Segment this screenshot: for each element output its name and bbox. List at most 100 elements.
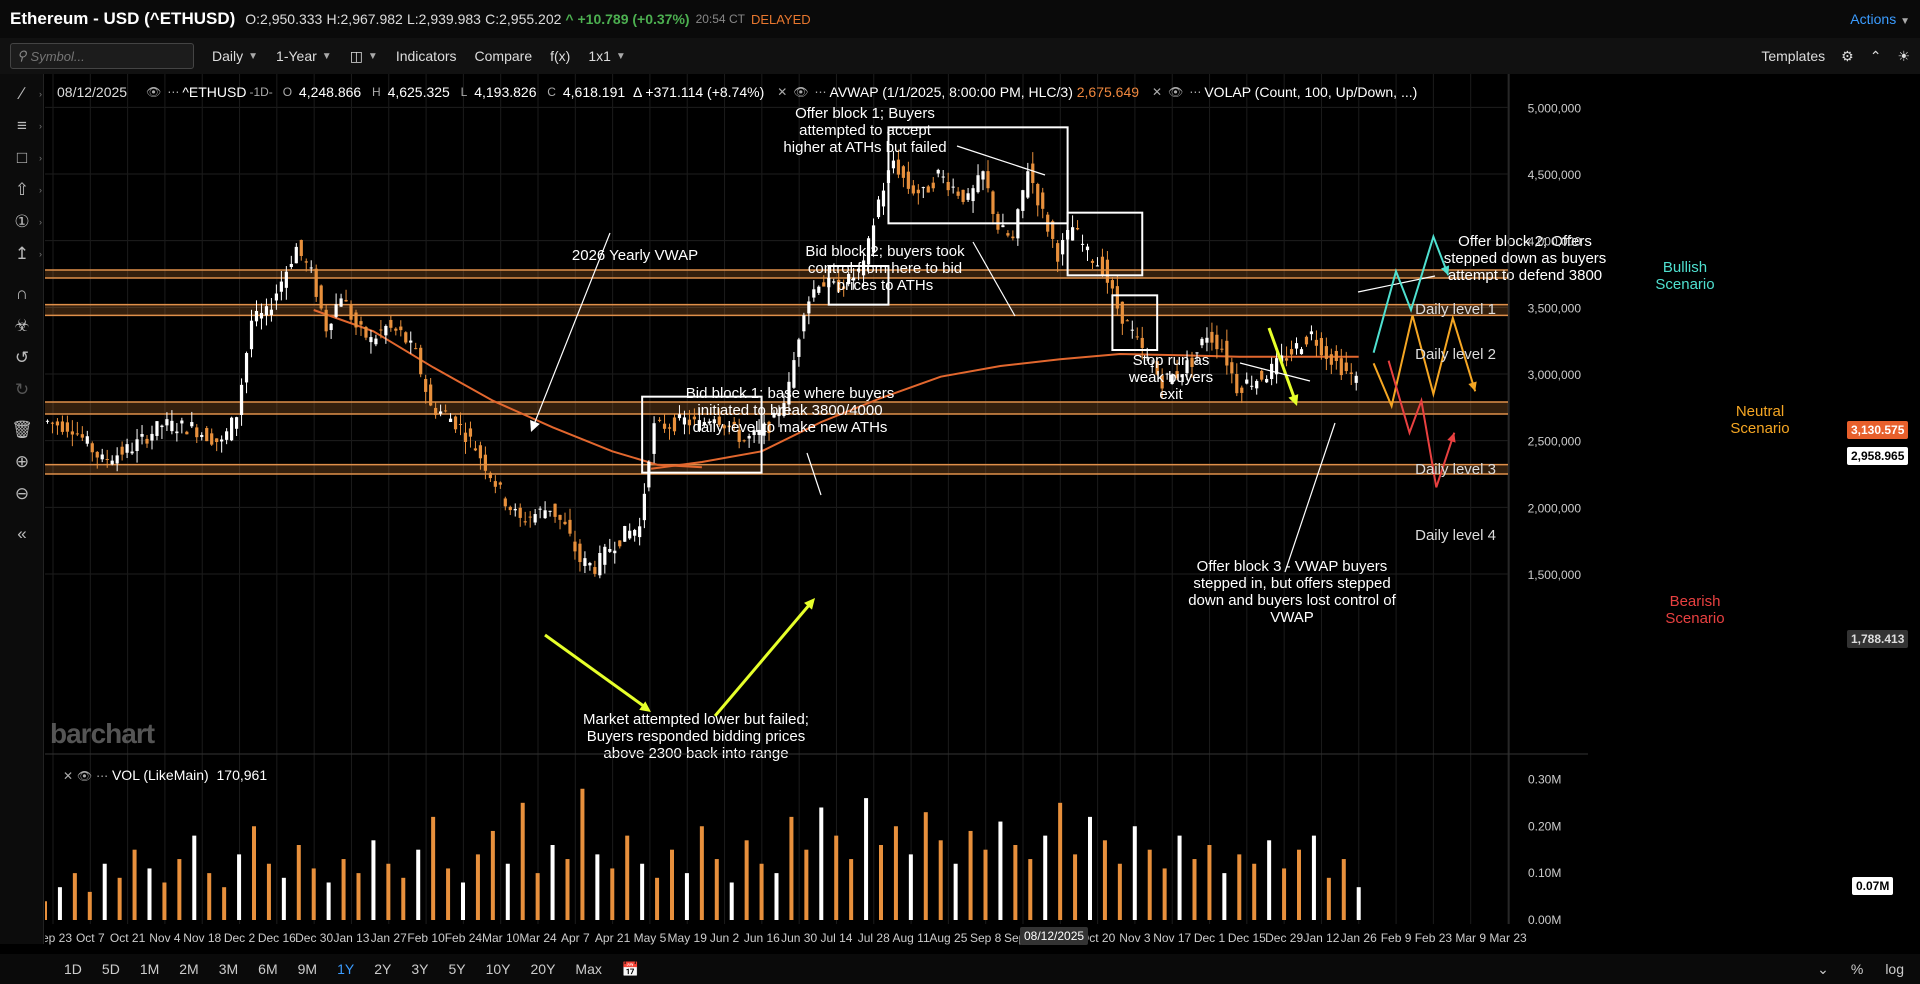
candle bbox=[573, 541, 577, 552]
volume-bar bbox=[1088, 816, 1092, 920]
more-icon[interactable]: ⋯ bbox=[1189, 85, 1202, 99]
magnet-icon[interactable]: ∩ bbox=[15, 284, 29, 303]
candle bbox=[742, 440, 746, 442]
candle bbox=[369, 337, 373, 343]
close-icon[interactable]: ✕ bbox=[777, 85, 788, 99]
calendar-icon[interactable]: 📅 bbox=[621, 960, 640, 977]
range-1m[interactable]: 1M bbox=[139, 961, 160, 977]
range-3m[interactable]: 3M bbox=[218, 961, 239, 977]
compare-button[interactable]: Compare bbox=[474, 48, 533, 64]
more-icon[interactable]: ⋯ bbox=[96, 769, 109, 783]
shape-tool-icon[interactable]: □ › bbox=[16, 148, 42, 167]
redo-icon[interactable]: ↻ bbox=[14, 380, 30, 399]
daily-level-label: Daily level 4 bbox=[1415, 527, 1496, 544]
volume-bar bbox=[266, 863, 271, 920]
indicators-button[interactable]: Indicators bbox=[395, 48, 457, 64]
range-5d[interactable]: 5D bbox=[101, 961, 120, 977]
eye-icon[interactable]: 👁 bbox=[793, 85, 809, 99]
trash-icon[interactable]: 🗑 bbox=[11, 420, 33, 439]
templates-button[interactable]: Templates bbox=[1761, 48, 1826, 64]
candle bbox=[230, 417, 234, 441]
arrow-tool-icon[interactable]: ⇧ › bbox=[14, 180, 42, 199]
eye-icon[interactable]: 👁 bbox=[76, 769, 93, 783]
candle bbox=[1056, 243, 1060, 262]
interval-dropdown[interactable]: Daily ▼ bbox=[212, 48, 258, 64]
collapse-icon[interactable]: ⌃ bbox=[1869, 47, 1882, 64]
volume-bar bbox=[535, 873, 540, 920]
candle bbox=[304, 261, 308, 263]
candle bbox=[717, 416, 721, 425]
fx-button[interactable]: f(x) bbox=[550, 48, 571, 64]
range-max[interactable]: Max bbox=[575, 961, 602, 977]
line-tool-icon[interactable]: ∕ › bbox=[20, 84, 42, 103]
scenario-label-line: Scenario bbox=[1665, 610, 1724, 627]
candle bbox=[463, 432, 468, 442]
volume-bar bbox=[1028, 859, 1033, 920]
leader-line bbox=[972, 241, 1016, 317]
range-6m[interactable]: 6M bbox=[258, 961, 278, 977]
range-3y[interactable]: 3Y bbox=[411, 961, 429, 977]
eye-icon[interactable]: 👁 bbox=[1168, 85, 1184, 99]
price-tick-label: 5,000,000 bbox=[1528, 101, 1582, 115]
range-1y[interactable]: 1Y bbox=[337, 961, 355, 977]
candle bbox=[752, 430, 756, 436]
annotation-text: Market attempted lower but failed; Buyers… bbox=[583, 711, 809, 762]
more-icon[interactable]: ⋯ bbox=[814, 85, 827, 99]
chart-type-dropdown[interactable]: ◫ ▼ bbox=[350, 48, 378, 65]
candle bbox=[1100, 256, 1105, 275]
volume-bar bbox=[1222, 873, 1227, 920]
annotation-line: Buyers responded bidding prices bbox=[587, 728, 805, 745]
bullish-scenario-arrowhead bbox=[1440, 265, 1450, 276]
annotation-line: Bid block 1; base where buyers bbox=[686, 385, 894, 402]
candle bbox=[712, 419, 716, 424]
layout-dropdown[interactable]: 1x1 ▼ bbox=[588, 48, 625, 64]
volume-bar bbox=[684, 873, 689, 920]
range-10y[interactable]: 10Y bbox=[485, 961, 511, 977]
close-icon[interactable]: ✕ bbox=[1152, 85, 1163, 99]
collapse-down-icon[interactable]: ⌄ bbox=[1817, 960, 1829, 977]
range-9m[interactable]: 9M bbox=[297, 961, 318, 977]
more-icon[interactable]: ⋯ bbox=[167, 85, 180, 99]
range-dropdown[interactable]: 1-Year ▼ bbox=[276, 48, 332, 64]
percent-toggle[interactable]: % bbox=[1850, 960, 1864, 977]
fib-tool-icon[interactable]: ≡ › bbox=[17, 116, 42, 135]
symbol-search[interactable]: ⚲ bbox=[10, 43, 194, 69]
lock-icon[interactable]: ☣ bbox=[14, 316, 30, 335]
range-20y[interactable]: 20Y bbox=[530, 961, 556, 977]
delayed-badge: DELAYED bbox=[750, 11, 811, 27]
title-change: ^ +10.789 (+0.37%) bbox=[565, 11, 690, 27]
symbol-input[interactable] bbox=[30, 48, 181, 64]
legend-h-label: H bbox=[372, 85, 381, 99]
close-icon[interactable]: ✕ bbox=[63, 769, 74, 783]
range-5y[interactable]: 5Y bbox=[448, 961, 466, 977]
interval-label: Daily bbox=[212, 48, 244, 64]
undo-icon[interactable]: ↺ bbox=[14, 348, 30, 367]
gear-icon[interactable]: ⚙ bbox=[1841, 47, 1854, 64]
range-2y[interactable]: 2Y bbox=[374, 961, 392, 977]
yellow-arrow bbox=[713, 603, 812, 717]
volume-bar bbox=[490, 830, 495, 920]
volume-bar bbox=[401, 877, 406, 920]
price-chart[interactable]: Offer block 1; Buyers attempted to accept… bbox=[45, 74, 1920, 954]
zoom-in-icon[interactable]: ⊕ bbox=[14, 452, 30, 471]
pattern-tool-icon[interactable]: ↥ › bbox=[14, 244, 42, 263]
log-toggle[interactable]: log bbox=[1885, 960, 1904, 977]
candle bbox=[379, 329, 383, 331]
title-low: L:2,939.983 bbox=[406, 11, 481, 27]
volume-bar bbox=[207, 873, 212, 920]
label-tool-icon[interactable]: ① › bbox=[14, 212, 42, 231]
collapse-sidebar-icon[interactable]: « bbox=[17, 524, 27, 543]
candle bbox=[727, 425, 731, 428]
zoom-out-icon[interactable]: ⊖ bbox=[14, 484, 30, 503]
time-tick-label: Dec 2 bbox=[224, 931, 256, 945]
actions-menu[interactable]: Actions ▼ bbox=[1850, 11, 1910, 27]
eye-icon[interactable]: 👁 bbox=[146, 85, 162, 99]
volume-bar bbox=[998, 821, 1003, 920]
volume-bar bbox=[1058, 802, 1063, 920]
theme-toggle-icon[interactable]: ☀ bbox=[1897, 47, 1910, 64]
range-2m[interactable]: 2M bbox=[179, 961, 199, 977]
candle bbox=[1329, 354, 1333, 365]
candle bbox=[234, 417, 239, 429]
price-tick-label: 2,500,000 bbox=[1528, 435, 1582, 449]
range-1d[interactable]: 1D bbox=[64, 961, 82, 977]
